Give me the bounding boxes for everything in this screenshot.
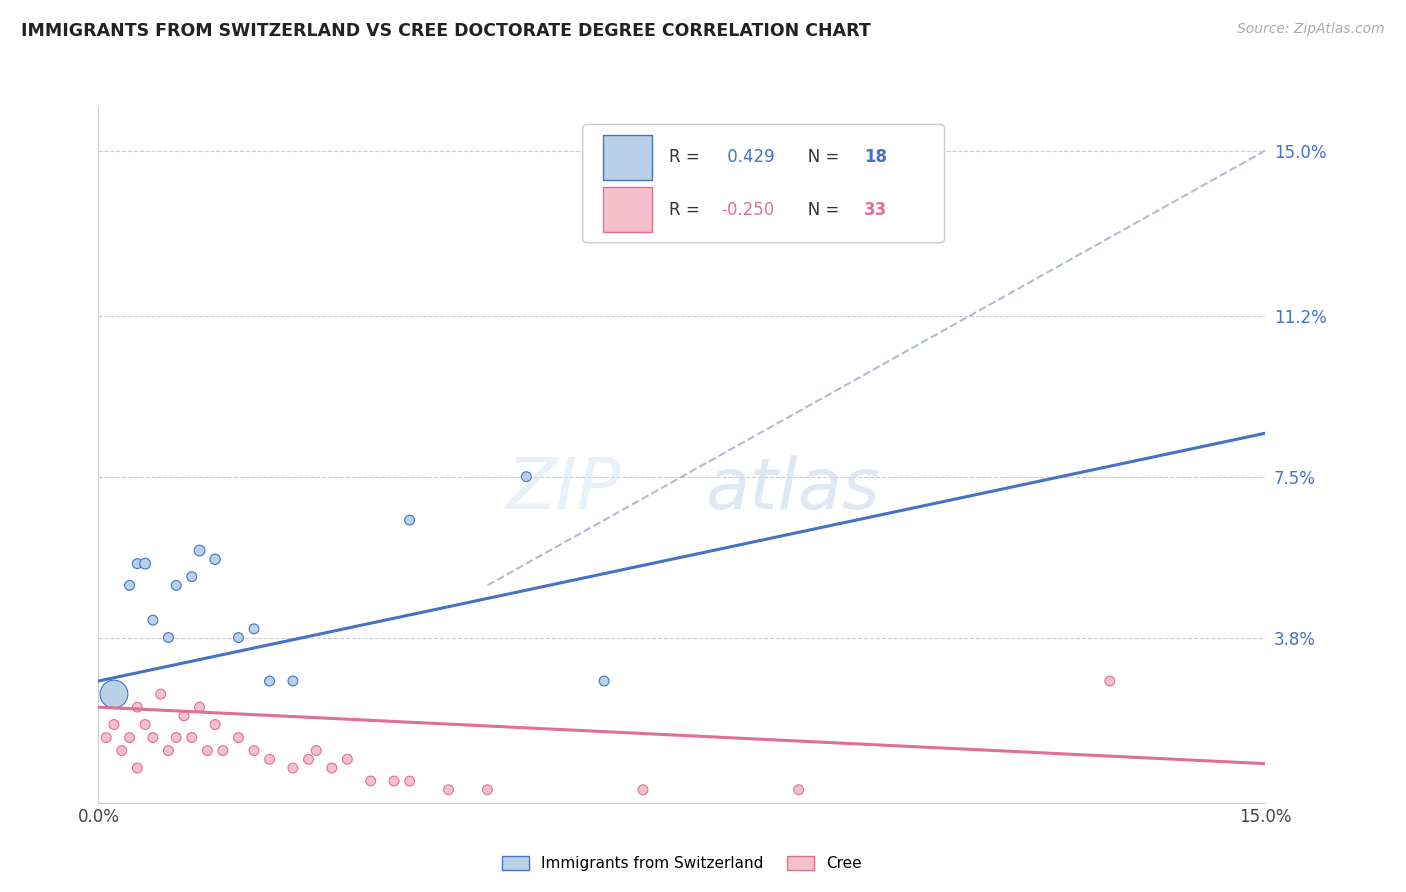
- Point: [96, 731, 118, 745]
- Text: N =: N =: [792, 148, 844, 167]
- Point: [103, 717, 125, 731]
- FancyBboxPatch shape: [582, 124, 945, 243]
- Text: R =: R =: [669, 148, 704, 167]
- Text: R =: R =: [669, 201, 704, 219]
- Point: [127, 557, 149, 571]
- Point: [212, 744, 235, 758]
- Point: [165, 578, 187, 592]
- Point: [204, 717, 226, 731]
- Point: [305, 744, 328, 758]
- Point: [321, 761, 343, 775]
- Point: [297, 752, 319, 766]
- Point: [787, 782, 810, 797]
- Point: [204, 552, 226, 566]
- Text: Source: ZipAtlas.com: Source: ZipAtlas.com: [1237, 22, 1385, 37]
- Point: [593, 674, 616, 689]
- Bar: [603, 187, 651, 232]
- Point: [243, 622, 266, 636]
- Text: -0.250: -0.250: [721, 201, 775, 219]
- Point: [336, 752, 359, 766]
- Bar: [603, 135, 651, 180]
- Point: [180, 570, 202, 584]
- Point: [382, 774, 405, 789]
- Point: [281, 674, 304, 689]
- Point: [281, 761, 304, 775]
- Point: [398, 513, 420, 527]
- Point: [142, 731, 165, 745]
- Point: [142, 613, 165, 627]
- Point: [195, 744, 218, 758]
- Point: [631, 782, 654, 797]
- Text: atlas: atlas: [706, 455, 880, 524]
- Point: [477, 782, 499, 797]
- Point: [157, 744, 180, 758]
- Text: ZIP: ZIP: [506, 455, 621, 524]
- Point: [360, 774, 382, 789]
- Text: N =: N =: [792, 201, 844, 219]
- Point: [134, 557, 156, 571]
- Point: [437, 782, 460, 797]
- Point: [149, 687, 172, 701]
- Text: IMMIGRANTS FROM SWITZERLAND VS CREE DOCTORATE DEGREE CORRELATION CHART: IMMIGRANTS FROM SWITZERLAND VS CREE DOCT…: [21, 22, 870, 40]
- Point: [228, 631, 250, 645]
- Point: [111, 744, 134, 758]
- Legend: Immigrants from Switzerland, Cree: Immigrants from Switzerland, Cree: [494, 848, 870, 879]
- Point: [188, 543, 211, 558]
- Point: [243, 744, 266, 758]
- Point: [127, 761, 149, 775]
- Point: [165, 731, 187, 745]
- Text: 18: 18: [863, 148, 887, 167]
- Point: [515, 469, 537, 483]
- Point: [157, 631, 180, 645]
- Text: 0.429: 0.429: [721, 148, 775, 167]
- Point: [180, 731, 202, 745]
- Point: [228, 731, 250, 745]
- Point: [103, 687, 125, 701]
- Text: 33: 33: [863, 201, 887, 219]
- Point: [259, 674, 281, 689]
- Point: [259, 752, 281, 766]
- Point: [398, 774, 420, 789]
- Point: [127, 700, 149, 714]
- Point: [134, 717, 156, 731]
- Point: [118, 578, 141, 592]
- Point: [118, 731, 141, 745]
- Point: [1098, 674, 1121, 689]
- Point: [173, 708, 195, 723]
- Point: [188, 700, 211, 714]
